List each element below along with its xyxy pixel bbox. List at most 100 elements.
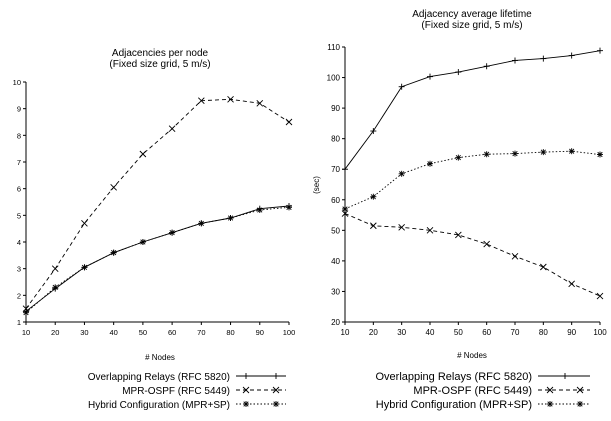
- data-point-plus: [512, 57, 518, 64]
- y-tick-label: 40: [331, 257, 340, 266]
- data-point-x: [568, 280, 575, 288]
- y-tick-label: 110: [327, 43, 340, 52]
- series-line-star: [344, 150, 601, 210]
- x-tick-label: 50: [454, 328, 463, 337]
- series-layer: [22, 96, 293, 316]
- series-line-plus: [25, 205, 290, 312]
- data-point-plus: [342, 166, 348, 173]
- data-point-star: [273, 401, 279, 407]
- chart-title: Adjacency average lifetime: [412, 9, 532, 20]
- legend-label: MPR-OSPF (RFC 5449): [122, 386, 230, 397]
- data-point-x: [256, 100, 264, 107]
- data-point-star: [139, 239, 146, 245]
- y-tick-label: 6: [17, 185, 21, 194]
- data-point-plus: [273, 373, 279, 379]
- data-point-star: [110, 249, 117, 256]
- data-point-plus: [398, 83, 405, 90]
- x-tick-label: 90: [567, 328, 576, 337]
- legend: Overlapping Relays (RFC 5820) MPR-OSPF (…: [88, 372, 286, 411]
- data-point-plus: [597, 47, 603, 54]
- series-line-x: [25, 98, 290, 309]
- x-tick-label: 60: [168, 328, 176, 337]
- data-point-x: [227, 96, 234, 103]
- y-tick-label: 20: [331, 318, 340, 327]
- x-tick-label: 80: [539, 328, 548, 337]
- legend: Overlapping Relays (RFC 5820) MPR-OSPF (…: [375, 371, 590, 411]
- data-point-plus: [540, 55, 547, 62]
- data-point-star: [256, 207, 263, 213]
- data-point-star: [370, 193, 377, 200]
- data-point-star: [342, 205, 348, 212]
- x-tick-label: 40: [109, 328, 117, 337]
- legend-label: Hybrid Configuration (MPR+SP): [376, 399, 532, 411]
- series-line-plus: [344, 50, 601, 170]
- legend-marker-layer: [546, 373, 584, 407]
- y-tick-label: 9: [17, 105, 21, 114]
- adjacencies-chart: Adjacencies per node (Fixed size grid, 5…: [13, 48, 296, 411]
- data-point-x: [81, 220, 88, 227]
- chart-subtitle: (Fixed size grid, 5 m/s): [109, 59, 210, 70]
- data-point-star: [198, 220, 205, 227]
- data-point-star: [540, 149, 547, 156]
- y-tick-label: 30: [331, 287, 340, 296]
- x-tick-label: 100: [593, 328, 607, 337]
- x-tick-label: 30: [397, 328, 406, 337]
- y-axis-label: (sec): [312, 176, 321, 194]
- data-point-star: [427, 160, 433, 167]
- y-tick-label: 10: [13, 78, 21, 87]
- x-tick-label: 10: [22, 328, 30, 337]
- data-point-x: [51, 265, 59, 272]
- data-point-x: [285, 118, 293, 126]
- x-tick-label: 80: [226, 328, 234, 337]
- chart-title: Adjacencies per node: [112, 48, 209, 59]
- data-point-x: [546, 386, 554, 394]
- series-line-x: [344, 213, 601, 297]
- y-tick-label: 90: [331, 104, 340, 113]
- data-point-star: [455, 154, 462, 161]
- y-tick-label: 60: [331, 196, 340, 205]
- data-point-star: [547, 401, 553, 407]
- x-tick-label: 30: [80, 328, 88, 337]
- y-tick-label: 70: [331, 165, 340, 174]
- y-tick-label: 50: [331, 226, 340, 235]
- data-point-x: [576, 386, 584, 394]
- data-point-star: [483, 151, 490, 158]
- x-tick-label: 20: [51, 328, 59, 337]
- data-point-x: [110, 184, 117, 191]
- data-point-star: [577, 401, 583, 407]
- data-point-x: [168, 125, 176, 132]
- data-point-star: [243, 401, 249, 407]
- data-point-star: [568, 148, 575, 155]
- x-tick-label: 10: [341, 328, 350, 337]
- legend-label: Overlapping Relays (RFC 5820): [375, 371, 532, 383]
- x-tick-label: 90: [256, 328, 264, 337]
- y-tick-label: 80: [331, 135, 340, 144]
- data-point-plus: [455, 69, 462, 76]
- tick-layer: 1 2 3 4 5 6 7 8 9 10 10 20 30 40 50 60 70 80 90 100: [13, 78, 296, 337]
- data-point-x: [139, 150, 147, 158]
- data-point-plus: [243, 373, 249, 379]
- data-point-star: [286, 204, 292, 211]
- chart-subtitle: (Fixed size grid, 5 m/s): [421, 20, 522, 31]
- x-tick-label: 50: [139, 328, 147, 337]
- data-point-plus: [483, 63, 490, 70]
- legend-label: Hybrid Configuration (MPR+SP): [88, 400, 230, 411]
- lifetime-chart: Adjacency average lifetime (Fixed size g…: [312, 9, 607, 411]
- data-point-star: [81, 264, 88, 271]
- y-tick-label: 3: [17, 265, 21, 274]
- x-axis-label: # Nodes: [145, 353, 175, 362]
- y-tick-label: 1: [17, 318, 21, 327]
- y-tick-label: 5: [17, 211, 21, 220]
- data-point-x: [596, 292, 604, 300]
- series-layer: [341, 47, 604, 300]
- x-tick-label: 60: [482, 328, 491, 337]
- data-point-star: [227, 215, 234, 221]
- data-point-star: [597, 151, 603, 158]
- y-tick-label: 7: [17, 158, 21, 167]
- y-tick-label: 4: [17, 238, 21, 247]
- data-point-star: [398, 170, 405, 177]
- data-point-plus: [427, 73, 433, 80]
- data-point-star: [512, 150, 518, 157]
